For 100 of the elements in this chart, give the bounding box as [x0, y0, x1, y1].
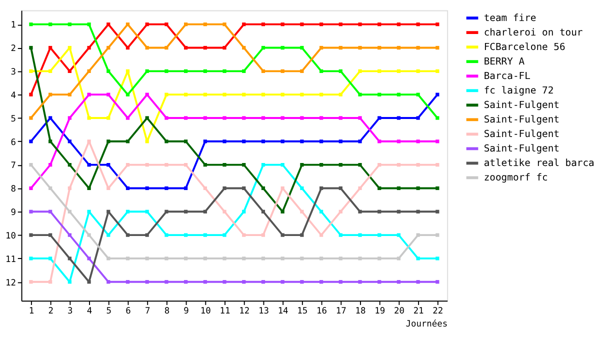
point: [261, 46, 266, 50]
point: [280, 280, 284, 284]
point: [358, 116, 362, 120]
point: [68, 163, 72, 167]
point: [242, 163, 246, 167]
legend-label: atletike real barca: [484, 158, 594, 170]
point: [378, 256, 382, 260]
legend-label: charleroi on tour: [484, 27, 583, 38]
point: [242, 116, 246, 120]
point: [261, 280, 266, 284]
point: [436, 256, 440, 260]
y-tick-label: 5: [10, 114, 16, 124]
point: [106, 256, 110, 260]
point: [145, 186, 149, 190]
point: [222, 92, 226, 96]
point: [126, 186, 130, 190]
point: [378, 233, 382, 237]
point: [164, 186, 168, 190]
y-tick-label: 6: [10, 138, 16, 148]
point: [416, 22, 420, 26]
y-tick-label: 10: [6, 231, 16, 242]
point: [29, 22, 33, 26]
point: [358, 210, 362, 214]
point: [68, 92, 72, 96]
y-tick-label: 2: [10, 44, 16, 54]
x-tick-label: 14: [278, 306, 288, 317]
point: [87, 92, 91, 96]
point: [222, 186, 226, 190]
point: [280, 69, 284, 73]
x-tick-label: 19: [374, 306, 386, 317]
point: [164, 140, 168, 144]
point: [106, 163, 110, 167]
point: [145, 69, 149, 73]
point: [68, 116, 72, 120]
point: [203, 210, 207, 214]
point: [184, 163, 188, 167]
legend-label: fc laigne 72: [484, 86, 554, 97]
point: [145, 280, 149, 284]
point: [436, 22, 440, 26]
point: [29, 92, 33, 96]
point: [280, 210, 284, 214]
point: [87, 140, 91, 144]
point: [203, 163, 207, 167]
point: [436, 186, 440, 190]
point: [242, 46, 246, 50]
point: [126, 233, 130, 237]
point: [184, 92, 188, 96]
point: [338, 92, 342, 96]
point: [378, 186, 382, 190]
point: [358, 92, 362, 96]
point: [68, 280, 72, 284]
point: [319, 46, 324, 50]
point: [416, 233, 420, 237]
x-tick-label: 20: [394, 306, 404, 317]
point: [29, 233, 33, 237]
point: [164, 163, 168, 167]
point: [222, 233, 226, 237]
point: [436, 69, 440, 73]
point: [416, 116, 420, 120]
point: [106, 92, 110, 96]
point: [261, 69, 266, 73]
point: [261, 140, 266, 144]
x-axis-title: Journées: [406, 319, 448, 330]
point: [436, 233, 440, 237]
point: [106, 22, 110, 26]
point: [396, 92, 401, 96]
point: [319, 256, 324, 260]
point: [338, 186, 342, 190]
point: [242, 233, 246, 237]
point: [378, 69, 382, 73]
point: [416, 280, 420, 284]
point: [48, 46, 52, 50]
x-tick-label: 10: [200, 306, 211, 317]
legend-label: FCBarcelone 56: [484, 42, 566, 53]
x-tick-label: 22: [432, 306, 444, 317]
point: [68, 46, 72, 50]
point: [48, 256, 52, 260]
point: [203, 233, 207, 237]
point: [396, 46, 401, 50]
point: [145, 163, 149, 167]
point: [396, 210, 401, 214]
point: [319, 280, 324, 284]
point: [29, 163, 33, 167]
point: [48, 140, 52, 144]
point: [396, 116, 401, 120]
point: [358, 186, 362, 190]
point: [416, 69, 420, 73]
point: [300, 46, 304, 50]
point: [222, 163, 226, 167]
point: [338, 140, 342, 144]
point: [184, 280, 188, 284]
point: [242, 280, 246, 284]
point: [280, 140, 284, 144]
y-tick-label: 9: [10, 208, 16, 218]
point: [416, 163, 420, 167]
point: [396, 233, 401, 237]
point: [68, 186, 72, 190]
point: [29, 69, 33, 73]
point: [261, 256, 266, 260]
point: [300, 280, 304, 284]
